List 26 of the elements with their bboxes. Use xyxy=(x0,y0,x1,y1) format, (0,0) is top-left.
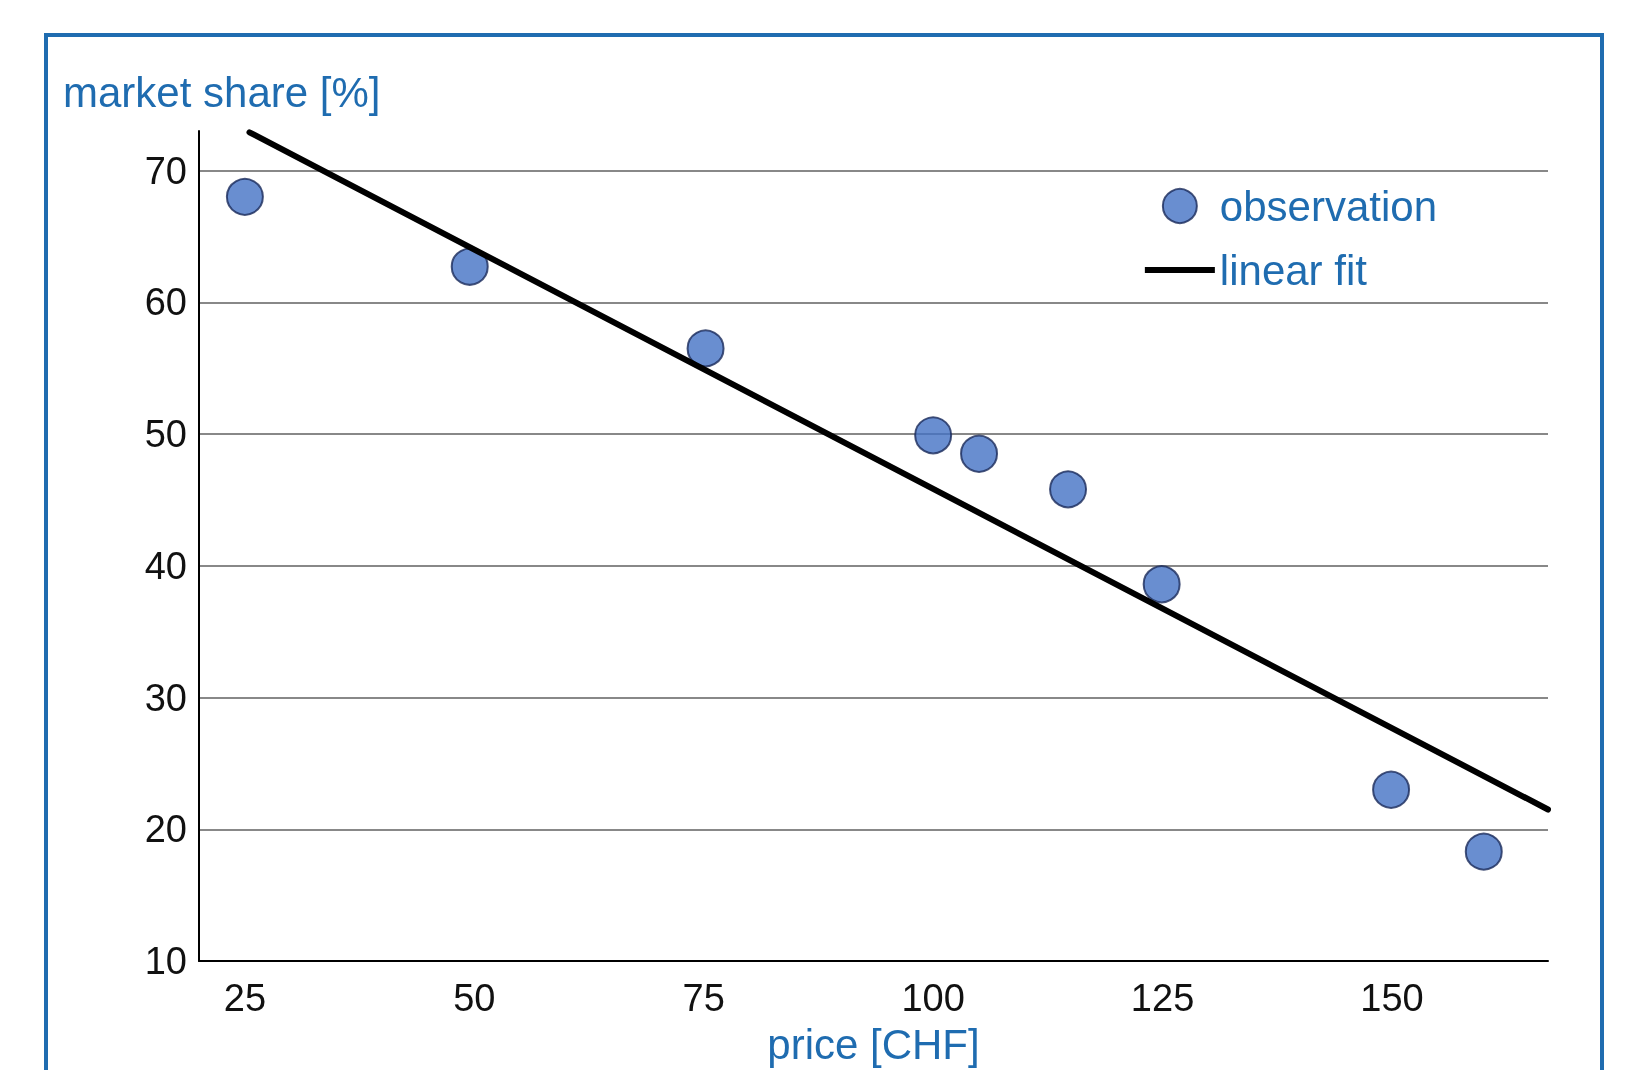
x-tick-label: 75 xyxy=(682,977,725,1019)
x-tick-label: 25 xyxy=(223,977,267,1019)
y-tick-label: 40 xyxy=(144,544,187,587)
legend-label: observation xyxy=(1219,182,1437,230)
y-tick-label: 10 xyxy=(144,940,187,982)
y-axis-title: market share [%] xyxy=(63,68,381,116)
x-tick-label: 50 xyxy=(453,977,496,1019)
point xyxy=(1049,470,1088,509)
point xyxy=(1464,832,1503,871)
y-tick-label: 50 xyxy=(144,413,187,456)
legend-label: linear fit xyxy=(1219,246,1368,294)
y-tick-label: 20 xyxy=(144,808,187,851)
y-tick-label: 30 xyxy=(144,676,187,719)
point xyxy=(1372,770,1411,809)
point xyxy=(225,177,264,216)
point xyxy=(450,247,489,286)
point xyxy=(960,434,999,473)
point xyxy=(914,416,953,455)
x-tick-label: 100 xyxy=(901,977,965,1019)
point xyxy=(686,329,725,368)
y-tick-label: 60 xyxy=(144,281,187,324)
x-tick-label: 125 xyxy=(1130,977,1195,1019)
point xyxy=(1142,565,1181,604)
x-axis-title: price [CHF] xyxy=(767,1020,980,1068)
x-tick-label: 150 xyxy=(1360,977,1424,1019)
y-tick-label: 70 xyxy=(144,149,187,192)
